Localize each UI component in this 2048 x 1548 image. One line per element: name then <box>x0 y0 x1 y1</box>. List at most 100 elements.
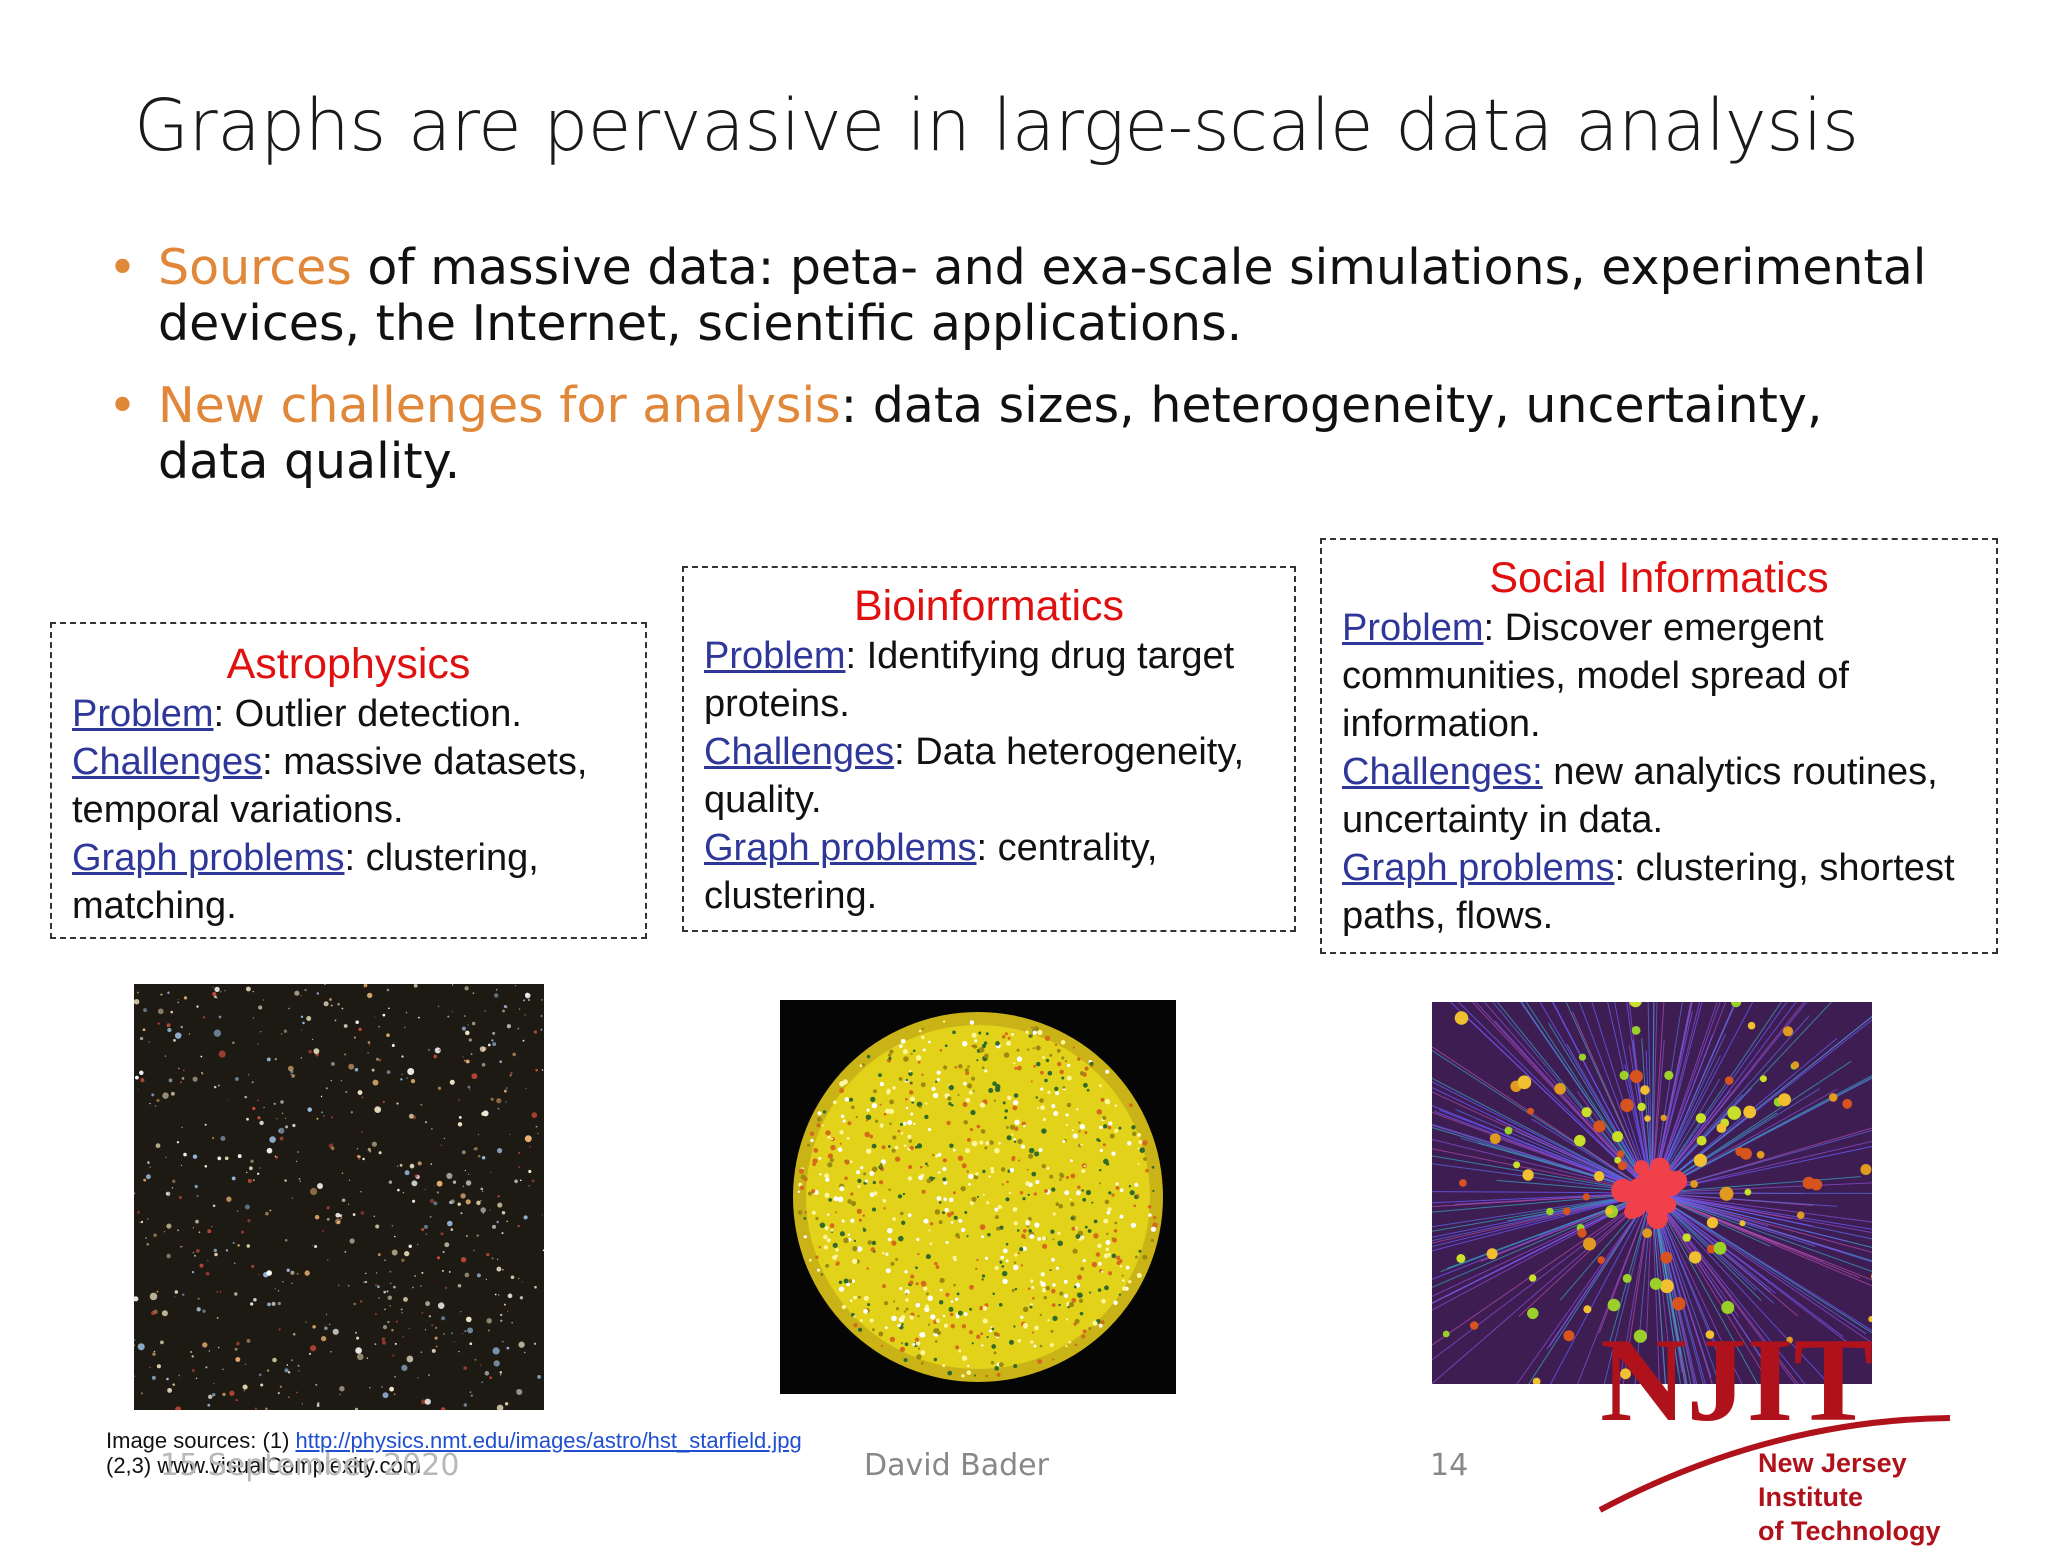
network-node <box>972 1033 977 1038</box>
star-dot <box>248 1074 249 1075</box>
star-dot <box>278 1128 284 1134</box>
star-dot <box>504 1304 506 1306</box>
star-dot <box>473 1250 474 1251</box>
network-node <box>1107 1253 1111 1257</box>
network-node <box>1470 1321 1478 1329</box>
network-node <box>889 1099 894 1104</box>
challenges-link[interactable]: Challenges <box>704 731 894 773</box>
star-dot <box>412 1200 415 1203</box>
network-node <box>901 1221 905 1225</box>
network-node <box>1025 1181 1030 1186</box>
star-dot <box>508 1294 513 1299</box>
network-node <box>1093 1233 1098 1238</box>
network-node <box>1077 1275 1082 1280</box>
star-dot <box>500 1314 502 1316</box>
network-node <box>1577 1228 1586 1237</box>
network-node <box>798 1191 800 1193</box>
network-node <box>1618 1161 1627 1170</box>
network-node <box>863 1309 868 1314</box>
star-dot <box>286 1268 289 1271</box>
star-dot <box>389 1180 393 1184</box>
network-node <box>898 1194 902 1198</box>
star-dot <box>443 1251 445 1253</box>
star-dot <box>461 1257 466 1262</box>
star-dot <box>507 1311 508 1312</box>
star-dot <box>505 1101 506 1102</box>
star-dot <box>219 1051 226 1058</box>
network-node <box>1120 1188 1124 1192</box>
network-node <box>923 1286 927 1290</box>
graph-problems-link[interactable]: Graph problems <box>1342 847 1614 889</box>
network-node <box>1002 1035 1006 1039</box>
network-node <box>1106 1240 1111 1245</box>
challenges-link[interactable]: Challenges <box>72 741 262 783</box>
network-node <box>1119 1127 1122 1130</box>
graph-problems-link[interactable]: Graph problems <box>72 837 344 879</box>
star-dot <box>292 1198 293 1199</box>
star-dot <box>218 1347 220 1349</box>
network-node <box>987 1233 991 1237</box>
star-dot <box>147 1218 148 1219</box>
network-node <box>921 1362 924 1365</box>
star-dot <box>418 1017 420 1019</box>
star-dot <box>414 984 418 988</box>
challenges-link[interactable]: Challenges: <box>1342 751 1543 793</box>
network-node <box>799 1168 804 1173</box>
network-node <box>1041 1272 1045 1276</box>
star-dot <box>470 1391 471 1392</box>
star-dot <box>480 1200 482 1202</box>
network-node <box>962 1041 967 1046</box>
star-dot <box>357 1155 360 1158</box>
star-dot <box>175 1032 182 1039</box>
network-node <box>1014 1067 1017 1070</box>
star-dot <box>471 1394 473 1396</box>
network-node <box>1629 1002 1642 1007</box>
star-dot <box>259 1373 262 1376</box>
network-node <box>910 1097 915 1102</box>
network-node <box>827 1136 830 1139</box>
star-dot <box>284 1179 286 1181</box>
star-dot <box>235 1357 240 1362</box>
network-node <box>860 1319 863 1322</box>
bullet-dot-icon: • <box>108 240 137 296</box>
star-dot <box>445 1287 447 1289</box>
bullet-challenges: • New challenges for analysis: data size… <box>108 378 1948 490</box>
star-dot <box>360 1300 362 1302</box>
star-dot <box>374 1106 381 1113</box>
star-dot <box>465 1170 466 1171</box>
network-node <box>1073 1133 1078 1138</box>
problem-link[interactable]: Problem <box>704 635 846 677</box>
network-node <box>928 1324 930 1326</box>
network-node <box>1554 1083 1566 1095</box>
star-dot <box>195 1185 198 1188</box>
star-dot <box>263 1107 264 1108</box>
star-dot <box>316 1118 318 1120</box>
problem-link[interactable]: Problem <box>72 693 214 735</box>
network-node <box>1055 1202 1059 1206</box>
problem-link[interactable]: Problem <box>1342 607 1484 649</box>
star-dot <box>181 1026 183 1028</box>
star-dot <box>178 1068 179 1069</box>
star-dot <box>226 1197 231 1202</box>
network-node <box>1063 1086 1066 1089</box>
star-dot <box>466 1060 470 1064</box>
bullet-dot-icon: • <box>108 378 137 434</box>
star-dot <box>497 1405 504 1410</box>
network-node <box>872 1103 878 1109</box>
star-dot <box>531 1112 537 1118</box>
network-node <box>1084 1131 1087 1134</box>
star-dot <box>255 1407 257 1409</box>
network-node <box>1025 1327 1027 1329</box>
network-node <box>857 1179 861 1183</box>
network-node <box>907 1135 911 1139</box>
network-node <box>1042 1164 1046 1168</box>
star-dot <box>480 1364 481 1365</box>
network-node <box>1020 1191 1023 1194</box>
star-dot <box>140 1037 143 1040</box>
graph-problems-link[interactable]: Graph problems <box>704 827 976 869</box>
network-node <box>904 1358 908 1362</box>
star-dot <box>390 1283 391 1284</box>
star-dot <box>384 1259 385 1260</box>
network-node <box>1029 1234 1034 1239</box>
star-dot <box>480 1188 483 1191</box>
